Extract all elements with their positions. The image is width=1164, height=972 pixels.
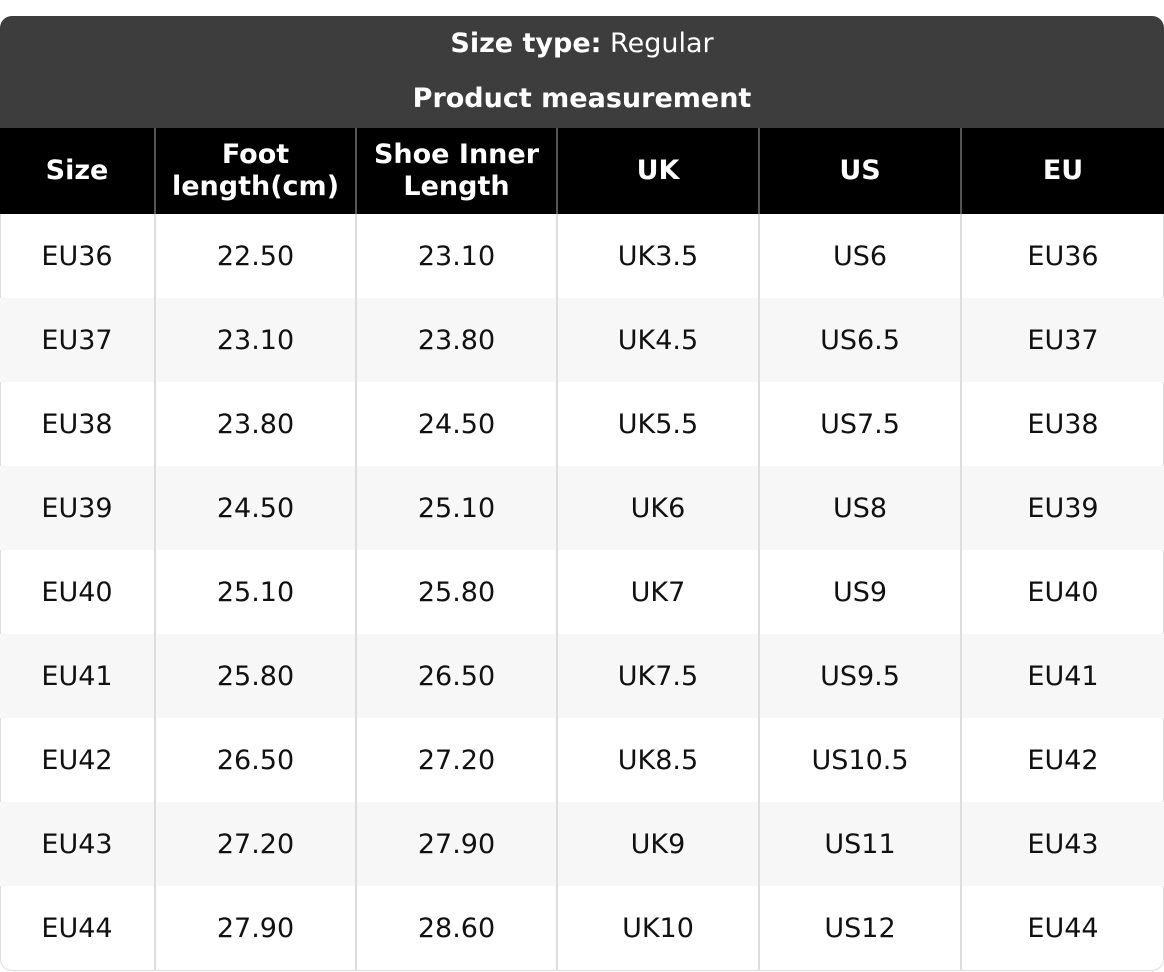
table-row: EU40 25.10 25.80 UK7 US9 EU40 [0, 550, 1164, 634]
table-cell: 23.80 [154, 382, 356, 466]
table-cell: EU37 [960, 298, 1164, 382]
table-row: EU36 22.50 23.10 UK3.5 US6 EU36 [0, 214, 1164, 298]
table-cell: 22.50 [154, 214, 356, 298]
table-cell: EU42 [41, 744, 113, 776]
table-cell: EU36 [41, 240, 113, 272]
table-cell: US7.5 [758, 382, 961, 466]
table-cell: EU39 [0, 466, 155, 550]
table-cell: US11 [758, 802, 961, 886]
table-row: EU39 24.50 25.10 UK6 US8 EU39 [0, 466, 1164, 550]
table-cell: 23.10 [355, 214, 557, 298]
table-cell: 27.20 [355, 718, 557, 802]
table-cell: 27.20 [154, 802, 356, 886]
table-cell: US6 [758, 214, 961, 298]
table-cell: 25.80 [154, 634, 356, 718]
column-header: EU [960, 128, 1164, 214]
table-cell: UK8.5 [556, 718, 759, 802]
table-cell: UK3.5 [556, 214, 759, 298]
table-cell: US9.5 [758, 634, 961, 718]
table-cell: UK7 [556, 550, 759, 634]
table-cell: EU44 [41, 912, 113, 944]
table-cell: 26.50 [355, 634, 557, 718]
table-cell: EU40 [41, 576, 113, 608]
table-cell: 27.90 [355, 802, 557, 886]
table-cell: 24.50 [355, 382, 557, 466]
table-cell: EU37 [0, 298, 155, 382]
table-row: EU37 23.10 23.80 UK4.5 US6.5 EU37 [0, 298, 1164, 382]
table-cell: US12 [758, 886, 961, 970]
table-cell: 23.10 [154, 298, 356, 382]
table-cell: US8 [758, 466, 961, 550]
table-row: EU42 26.50 27.20 UK8.5 US10.5 EU42 [0, 718, 1164, 802]
table-row: EU44 27.90 28.60 UK10 US12 EU44 [0, 886, 1164, 970]
column-header: US [758, 128, 961, 214]
chart-header: Size type: Regular Product measurement [0, 16, 1164, 128]
table-cell: EU36 [960, 214, 1164, 298]
table-cell: 25.10 [355, 466, 557, 550]
table-cell: UK6 [556, 466, 759, 550]
table-cell: UK9 [556, 802, 759, 886]
column-header: Shoe Inner Length [355, 128, 557, 214]
table-cell: 28.60 [355, 886, 557, 970]
table-cell: UK5.5 [556, 382, 759, 466]
table-cell: 25.10 [154, 550, 356, 634]
table-cell: EU38 [960, 382, 1164, 466]
size-type-label: Size type: [450, 28, 602, 59]
table-cell: EU39 [960, 466, 1164, 550]
table-cell: EU41 [0, 634, 155, 718]
size-type: Size type: Regular [0, 16, 1164, 72]
column-header: UK [556, 128, 759, 214]
table-cell: UK7.5 [556, 634, 759, 718]
table-cell: 24.50 [154, 466, 356, 550]
table-row: EU41 25.80 26.50 UK7.5 US9.5 EU41 [0, 634, 1164, 718]
size-table: Size Foot length(cm) Shoe Inner Length UK US… [0, 128, 1164, 970]
table-cell: EU38 [41, 408, 113, 440]
table-row: EU43 27.20 27.90 UK9 US11 EU43 [0, 802, 1164, 886]
table-cell: 27.90 [154, 886, 356, 970]
table-cell: UK4.5 [556, 298, 759, 382]
table-cell: EU44 [960, 886, 1164, 970]
table-row: EU38 23.80 24.50 UK5.5 US7.5 EU38 [0, 382, 1164, 466]
table-cell: EU40 [960, 550, 1164, 634]
table-cell: UK10 [556, 886, 759, 970]
table-cell: EU43 [960, 802, 1164, 886]
table-cell: US10.5 [758, 718, 961, 802]
column-header: Foot length(cm) [154, 128, 356, 214]
size-chart: Size type: Regular Product measurement S… [0, 16, 1164, 971]
header-row: Size Foot length(cm) Shoe Inner Length UK US… [0, 128, 1164, 214]
table-cell: 25.80 [355, 550, 557, 634]
table-body: EU36 22.50 23.10 UK3.5 US6 EU36 EU37 23.10 23.80… [0, 214, 1164, 970]
table-cell: US6.5 [758, 298, 961, 382]
table-cell: US9 [758, 550, 961, 634]
table-cell: EU43 [0, 802, 155, 886]
table-cell: EU42 [960, 718, 1164, 802]
table-cell: EU41 [960, 634, 1164, 718]
table-cell: 23.80 [355, 298, 557, 382]
column-header: Size [0, 128, 155, 214]
table-cell: 26.50 [154, 718, 356, 802]
size-type-value: Regular [610, 28, 714, 59]
subtitle: Product measurement [412, 83, 752, 114]
